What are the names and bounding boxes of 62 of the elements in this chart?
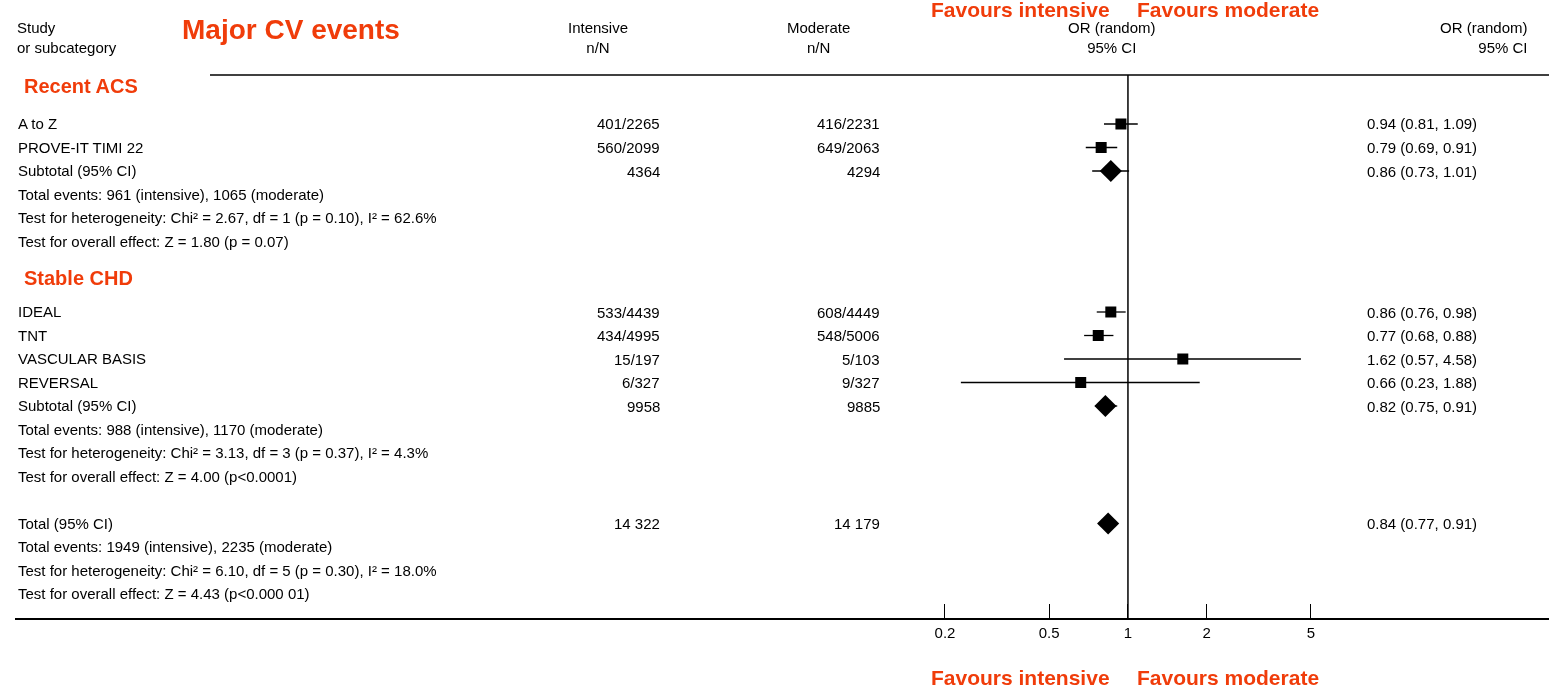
y-tick-label: Total events: 988 (intensive), 1170 (moderate) — [18, 420, 323, 438]
y-tick-label: Subtotal (95% CI) — [18, 162, 137, 180]
annotation: 533/4439 — [597, 304, 660, 321]
text: 0.66 (0.23, 1.88) — [1367, 374, 1478, 391]
text: Study or subcategory — [17, 19, 117, 56]
y-tick-label: REVERSAL — [18, 373, 99, 391]
y-tick-label: Test for overall effect: Z = 4.43 (p<0.000 01) — [18, 585, 310, 603]
text: 0.77 (0.68, 0.88) — [1367, 327, 1478, 344]
annotation: Stable CHD — [24, 267, 133, 289]
y-tick-label: Total (95% CI) — [18, 514, 114, 532]
text: OR (random) 95% CI — [1068, 19, 1156, 56]
annotation: 548/5006 — [817, 327, 880, 344]
x-tick-label: 1 — [1123, 623, 1133, 641]
annotation: 14 322 — [614, 515, 660, 532]
y-tick-label: IDEAL — [18, 303, 62, 321]
text: 0.84 (0.77, 0.91) — [1367, 515, 1478, 532]
text: Intensive n/N — [568, 19, 629, 56]
y-tick-label: Total events: 961 (intensive), 1065 (moderate) — [18, 185, 324, 203]
y-tick-label: Subtotal (95% CI) — [18, 397, 137, 415]
y-tick-label: VASCULAR BASIS — [18, 350, 147, 368]
annotation: 416/2231 — [817, 115, 880, 132]
text: Favours intensive — [931, 0, 1110, 21]
text: Favours moderate — [1137, 666, 1320, 689]
chart-title: Major CV events — [182, 14, 400, 45]
text: 0.79 (0.69, 0.91) — [1367, 139, 1478, 156]
x-tick-label: 2 — [1202, 623, 1211, 641]
annotation: 6/327 — [622, 374, 660, 391]
annotation: 649/2063 — [817, 139, 880, 156]
y-tick-label: Total events: 1949 (intensive), 2235 (moderate) — [18, 538, 333, 556]
y-tick-label: Test for heterogeneity: Chi² = 6.10, df = 5 (p = 0.30), I² = 18.0% — [18, 561, 437, 579]
annotation: 560/2099 — [597, 139, 660, 156]
y-tick-label: TNT — [18, 326, 48, 344]
text: OR (random) 95% CI — [1440, 19, 1528, 56]
annotation: 15/197 — [614, 351, 660, 368]
text: 1.62 (0.57, 4.58) — [1367, 351, 1478, 368]
text: 0.86 (0.76, 0.98) — [1367, 304, 1478, 321]
annotation: 5/103 — [842, 351, 880, 368]
text: Moderate n/N — [787, 19, 851, 56]
annotation: 9885 — [847, 398, 881, 415]
y-tick-label: Test for heterogeneity: Chi² = 2.67, df = 1 (p = 0.10), I² = 62.6% — [18, 209, 437, 227]
annotation: 401/2265 — [597, 115, 660, 132]
text: 0.94 (0.81, 1.09) — [1367, 115, 1478, 132]
x-tick-label: 5 — [1306, 623, 1316, 641]
text: 0.86 (0.73, 1.01) — [1367, 163, 1478, 180]
text: Recent ACS — [24, 75, 138, 97]
y-tick-label: A to Z — [18, 115, 58, 133]
y-tick-label: Test for heterogeneity: Chi² = 3.13, df = 3 (p = 0.37), I² = 4.3% — [18, 444, 429, 462]
y-tick-label: PROVE-IT TIMI 22 — [18, 138, 144, 156]
x-tick-label: 0.5 — [1038, 623, 1060, 641]
x-tick-label: 0.2 — [934, 623, 956, 641]
annotation: 9958 — [627, 398, 661, 415]
annotation: 4294 — [847, 163, 881, 180]
y-tick-label: Test for overall effect: Z = 4.00 (p<0.0001) — [18, 467, 298, 485]
annotation: 9/327 — [842, 374, 880, 391]
text: 0.82 (0.75, 0.91) — [1367, 398, 1478, 415]
text: Favours moderate — [1137, 0, 1320, 21]
text: Favours intensive — [931, 666, 1110, 689]
annotation: 14 179 — [834, 515, 880, 532]
y-tick-label: Test for overall effect: Z = 1.80 (p = 0.07) — [18, 232, 289, 250]
annotation: 608/4449 — [817, 304, 880, 321]
annotation: 4364 — [627, 163, 661, 180]
annotation: 434/4995 — [597, 327, 660, 344]
